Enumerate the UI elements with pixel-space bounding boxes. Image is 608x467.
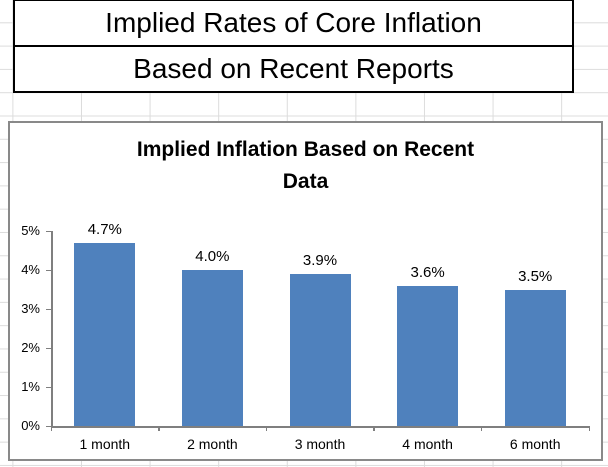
data-label: 4.0% <box>195 248 230 265</box>
x-axis-line <box>51 426 590 428</box>
x-axis-tick <box>158 426 160 431</box>
data-label: 4.7% <box>87 220 122 238</box>
bar-3-month[interactable] <box>289 273 351 426</box>
x-axis-category-label: 3 month <box>294 436 346 452</box>
x-axis-tick <box>373 426 375 431</box>
bar-1-month[interactable] <box>74 242 136 426</box>
chart-title-line1: Implied Inflation Based on Recent <box>136 138 475 161</box>
y-axis-tick <box>46 230 51 232</box>
x-axis-tick <box>588 426 590 431</box>
y-axis-tick <box>46 386 51 388</box>
chart-object[interactable]: Implied Inflation Based on Recent Data 0… <box>8 121 603 461</box>
x-axis-category-label: 2 month <box>187 436 238 452</box>
x-axis-category-label: 4 month <box>402 436 453 452</box>
y-axis-tick <box>46 269 51 271</box>
title-cell-line1[interactable]: Implied Rates of Core Inflation <box>105 7 482 38</box>
x-axis-category-label: 1 month <box>79 436 131 452</box>
chart-title-line2: Data <box>282 170 329 193</box>
y-axis-tick <box>46 308 51 310</box>
bar-4-month[interactable] <box>397 285 459 426</box>
y-axis-tick <box>46 347 51 349</box>
y-axis-tick-label: 1% <box>21 379 40 394</box>
bar-2-month[interactable] <box>181 270 243 426</box>
y-axis-tick-label: 3% <box>21 301 40 316</box>
y-axis-tick-label: 2% <box>21 340 40 355</box>
plot-area[interactable]: 0% 1% 2% 3% 4% 5% 4.7% 1 month 4.0% 2 month 3.9% 3 … <box>10 123 601 459</box>
title-cell-line2[interactable]: Based on Recent Reports <box>15 45 572 91</box>
bar-6-month[interactable] <box>504 289 566 426</box>
x-axis-tick <box>265 426 268 431</box>
data-label: 3.5% <box>518 267 553 285</box>
chart-title: Implied Inflation Based on Recent Data <box>10 134 601 198</box>
y-axis-tick-label: 0% <box>21 418 40 433</box>
x-axis-tick <box>50 426 52 431</box>
y-axis-line <box>51 231 53 427</box>
x-axis-category-label: 6 month <box>509 436 561 452</box>
data-label: 3.9% <box>302 251 338 269</box>
y-axis-tick-label: 5% <box>21 223 40 238</box>
data-label: 3.6% <box>410 263 445 281</box>
y-axis-tick-label: 4% <box>21 262 40 277</box>
worksheet-title-box: Implied Rates of Core Inflation Based on… <box>13 0 574 93</box>
y-axis-tick <box>46 425 51 427</box>
x-axis-tick <box>480 426 483 431</box>
